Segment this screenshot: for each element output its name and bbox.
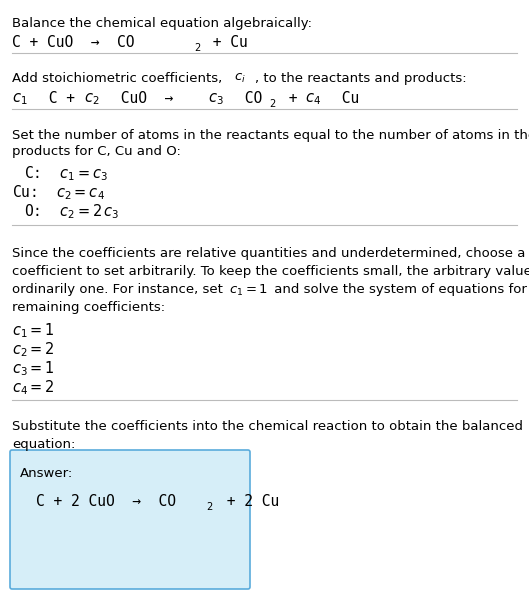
Text: C + CuO  →  CO: C + CuO → CO: [12, 35, 134, 50]
Text: C +: C +: [40, 91, 84, 106]
Text: and solve the system of equations for the: and solve the system of equations for th…: [270, 283, 529, 296]
Text: C + 2 CuO  →  CO: C + 2 CuO → CO: [36, 494, 176, 509]
Text: 2: 2: [269, 99, 275, 109]
Text: equation:: equation:: [12, 438, 75, 451]
Text: O:  $c_2 = 2\,c_3$: O: $c_2 = 2\,c_3$: [24, 202, 120, 221]
Text: Answer:: Answer:: [20, 467, 73, 480]
Text: $c_1$: $c_1$: [12, 91, 28, 107]
Text: , to the reactants and products:: , to the reactants and products:: [255, 72, 467, 85]
Text: Since the coefficients are relative quantities and underdetermined, choose a: Since the coefficients are relative quan…: [12, 247, 525, 260]
Text: Cu:  $c_2 = c_4$: Cu: $c_2 = c_4$: [12, 183, 105, 202]
Text: Add stoichiometric coefficients,: Add stoichiometric coefficients,: [12, 72, 226, 85]
Text: $c_4 = 2$: $c_4 = 2$: [12, 378, 55, 397]
Text: $c_1 = 1$: $c_1 = 1$: [229, 283, 268, 298]
Text: $c_i$: $c_i$: [234, 72, 246, 85]
Text: $c_4$: $c_4$: [305, 91, 321, 107]
Text: $c_2 = 2$: $c_2 = 2$: [12, 340, 55, 359]
FancyBboxPatch shape: [10, 450, 250, 589]
Text: + 2 Cu: + 2 Cu: [218, 494, 279, 509]
Text: + Cu: + Cu: [204, 35, 248, 50]
Text: ordinarily one. For instance, set: ordinarily one. For instance, set: [12, 283, 227, 296]
Text: $c_1 = 1$: $c_1 = 1$: [12, 321, 55, 340]
Text: 2: 2: [206, 502, 212, 512]
Text: remaining coefficients:: remaining coefficients:: [12, 301, 165, 314]
Text: $c_3 = 1$: $c_3 = 1$: [12, 359, 55, 378]
Text: $c_2$: $c_2$: [84, 91, 99, 107]
Text: CO: CO: [236, 91, 262, 106]
Text: C:  $c_1 = c_3$: C: $c_1 = c_3$: [24, 164, 108, 183]
Text: Substitute the coefficients into the chemical reaction to obtain the balanced: Substitute the coefficients into the che…: [12, 420, 523, 433]
Text: Cu: Cu: [333, 91, 359, 106]
Text: CuO  →: CuO →: [112, 91, 191, 106]
Text: $c_3$: $c_3$: [208, 91, 224, 107]
Text: products for C, Cu and O:: products for C, Cu and O:: [12, 145, 181, 158]
Text: Balance the chemical equation algebraically:: Balance the chemical equation algebraica…: [12, 17, 312, 30]
Text: coefficient to set arbitrarily. To keep the coefficients small, the arbitrary va: coefficient to set arbitrarily. To keep …: [12, 265, 529, 278]
Text: +: +: [280, 91, 306, 106]
Text: Set the number of atoms in the reactants equal to the number of atoms in the: Set the number of atoms in the reactants…: [12, 129, 529, 142]
Text: 2: 2: [194, 43, 200, 53]
